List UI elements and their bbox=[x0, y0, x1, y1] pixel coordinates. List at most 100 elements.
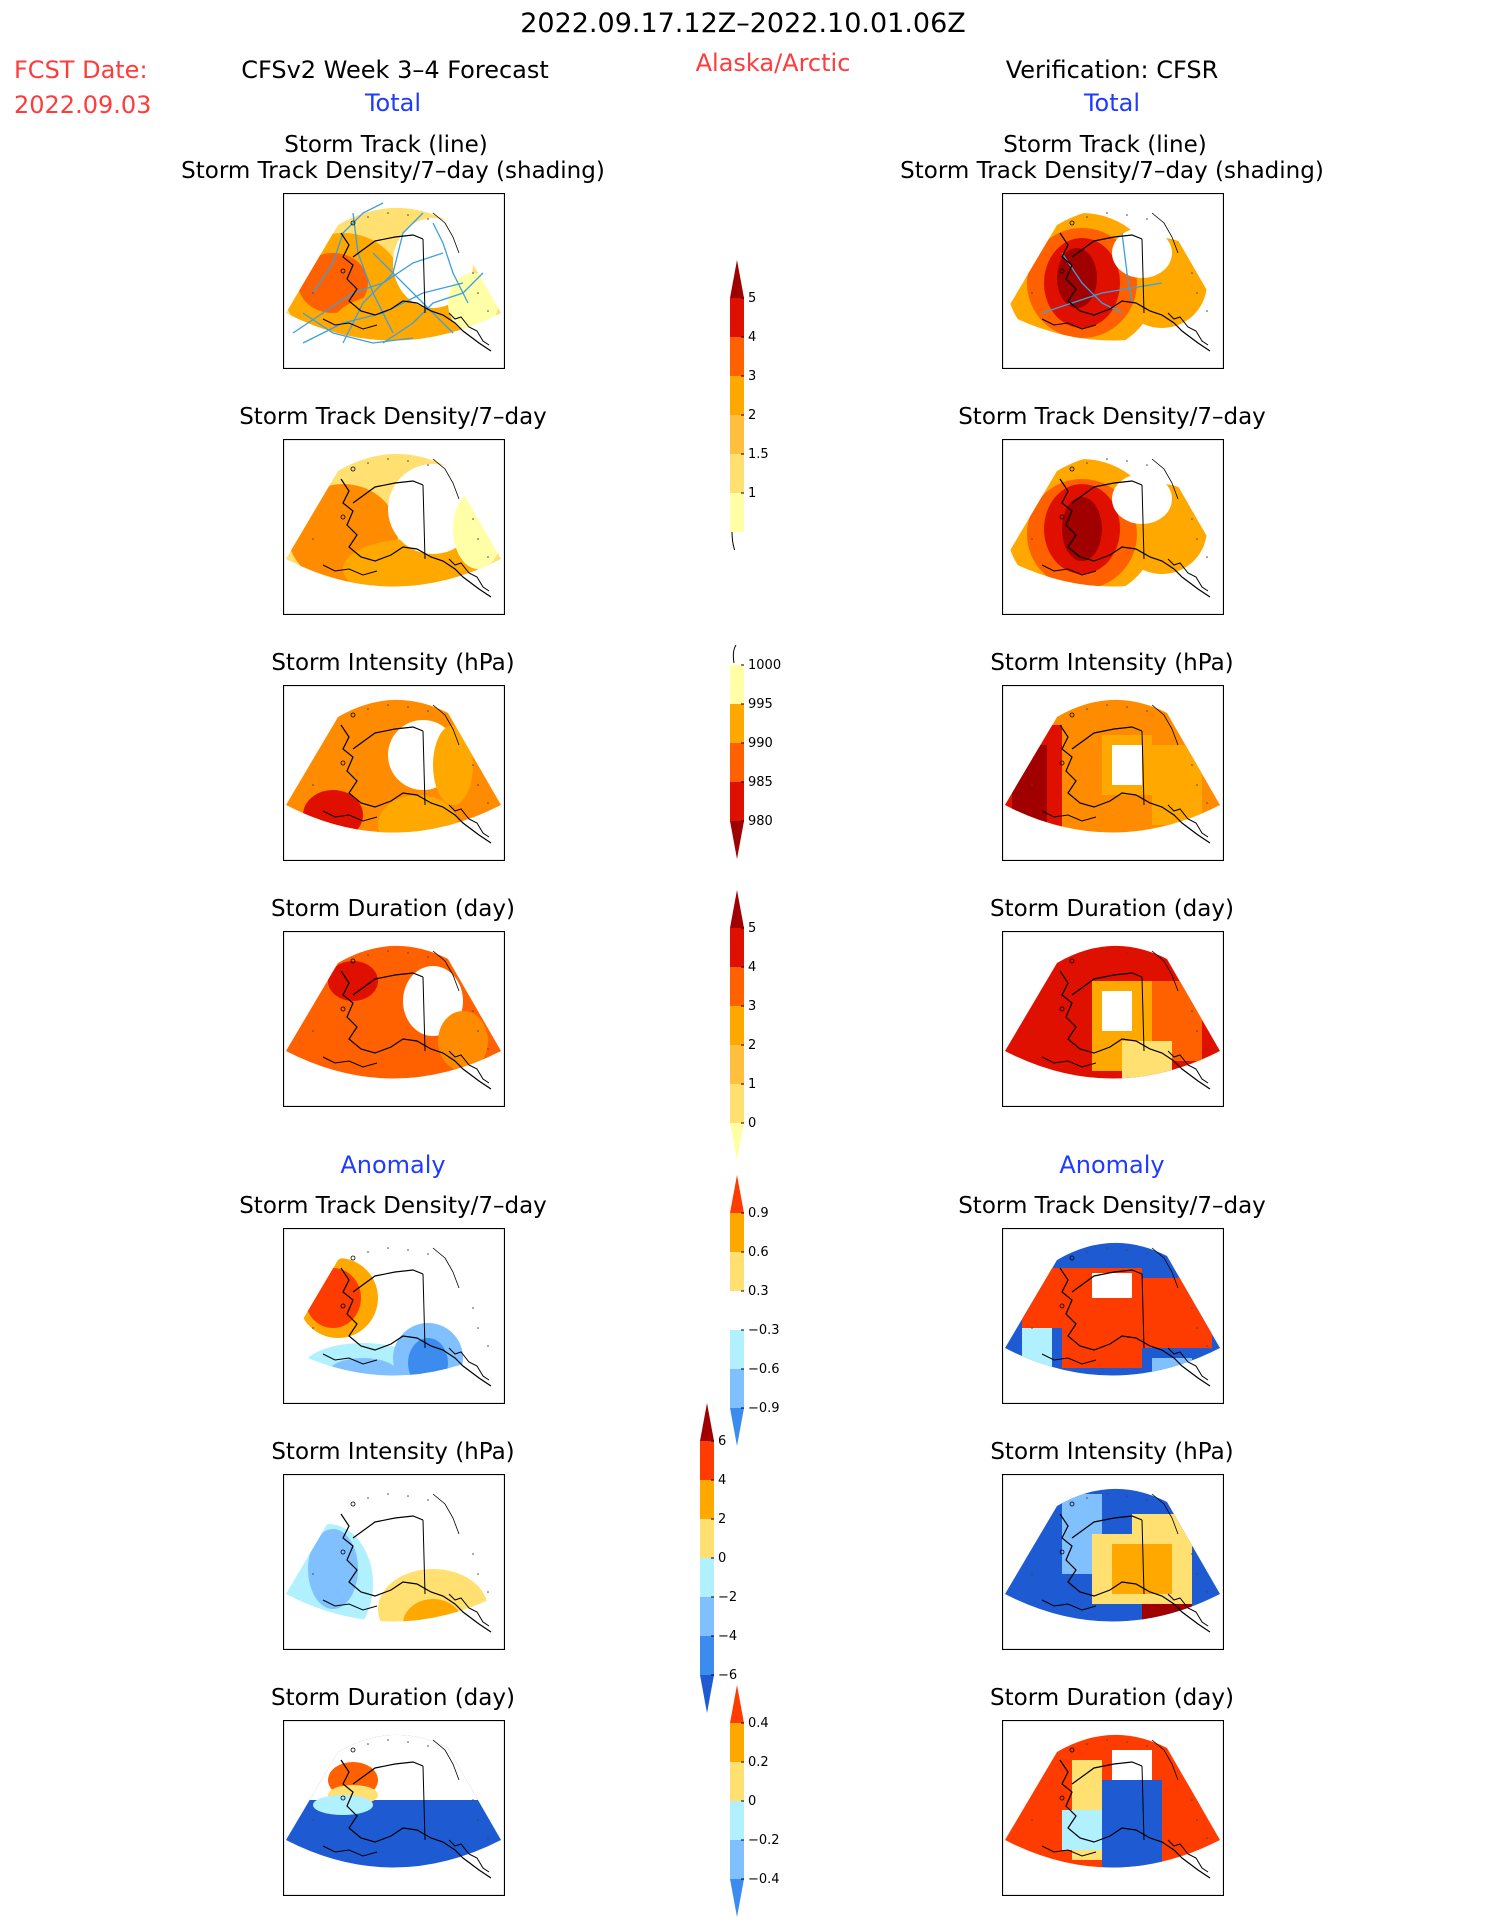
right-anom-intensity-title: Storm Intensity (hPa) bbox=[990, 1439, 1234, 1465]
colorbar-total-intensity-segment bbox=[730, 743, 744, 782]
left-anom-density-title: Storm Track Density/7–day bbox=[239, 1193, 547, 1219]
colorbar-anomaly-density-tick-label: 0.3 bbox=[748, 1284, 769, 1299]
colorbar-anomaly-intensity-segment bbox=[700, 1636, 714, 1675]
right-density-map bbox=[1002, 439, 1224, 615]
colorbar-anomaly-density-segment bbox=[730, 1252, 744, 1291]
colorbar-anomaly-density-segment bbox=[730, 1330, 744, 1369]
right-track-line-title: Storm Track (line) bbox=[1003, 132, 1207, 158]
colorbar-anomaly-intensity-segment bbox=[700, 1558, 714, 1597]
date-range-title: 2022.09.17.12Z–2022.10.01.06Z bbox=[520, 8, 966, 39]
left-anomaly-subtitle: Anomaly bbox=[340, 1151, 446, 1179]
colorbar-total-density-top-arrow bbox=[730, 260, 744, 298]
colorbar-total-intensity-tick-label: 985 bbox=[748, 775, 773, 790]
colorbar-anomaly-duration: 0.4 0.2 0 −0.2 −0.4 bbox=[730, 1685, 780, 1917]
colorbar-anomaly-density-top-arrow bbox=[730, 1175, 744, 1213]
colorbar-total-density-tick-label: 5 bbox=[748, 291, 756, 306]
colorbar-total-intensity: 1000 995 990 985 980 bbox=[730, 645, 781, 859]
left-storm-track-map bbox=[283, 193, 505, 369]
left-track-line-title: Storm Track (line) bbox=[284, 132, 488, 158]
left-track-shading-title: Storm Track Density/7–day (shading) bbox=[181, 158, 605, 184]
colorbar-total-intensity-tick-label: 1000 bbox=[748, 658, 781, 673]
region-title: Alaska/Arctic bbox=[695, 49, 851, 77]
colorbar-anomaly-duration-top-arrow bbox=[730, 1685, 744, 1723]
colorbar-total-density-segment bbox=[730, 298, 744, 337]
storm-track-lines bbox=[292, 202, 484, 344]
fcst-date-value: 2022.09.03 bbox=[14, 91, 152, 119]
colorbar-anomaly-duration-segment bbox=[730, 1801, 744, 1840]
colorbar-anomaly-density: 0.9 0.6 0.3 −0.3 −0.6 −0.9 bbox=[730, 1175, 780, 1446]
colorbar-total-duration-tick-label: 0 bbox=[748, 1116, 756, 1131]
colorbar-anomaly-density-segment bbox=[730, 1291, 744, 1330]
left-density-title: Storm Track Density/7–day bbox=[239, 404, 547, 430]
left-intensity-map bbox=[283, 685, 505, 861]
colorbar-total-density-segment bbox=[730, 454, 744, 493]
left-column-title: CFSv2 Week 3–4 Forecast bbox=[241, 56, 549, 84]
right-anomaly-subtitle: Anomaly bbox=[1059, 1151, 1165, 1179]
colorbar-total-density-segment bbox=[730, 493, 744, 532]
colorbar-anomaly-density-segment bbox=[730, 1213, 744, 1252]
colorbar-anomaly-intensity-tick-label: 0 bbox=[718, 1551, 726, 1566]
colorbar-anomaly-intensity-segment bbox=[700, 1480, 714, 1519]
colorbar-total-density-segment bbox=[730, 376, 744, 415]
colorbar-total-density-tick-label: 1.5 bbox=[748, 447, 769, 462]
right-intensity-map bbox=[1002, 685, 1224, 861]
colorbar-anomaly-intensity-tick-label: −6 bbox=[718, 1668, 737, 1683]
left-intensity-title: Storm Intensity (hPa) bbox=[271, 650, 515, 676]
colorbar-total-duration-segment bbox=[730, 1006, 744, 1045]
colorbar-anomaly-density-segment bbox=[730, 1369, 744, 1408]
colorbar-anomaly-duration-segment bbox=[730, 1840, 744, 1879]
colorbar-total-density: 1 1.5 2 3 4 5 bbox=[730, 260, 769, 550]
colorbar-anomaly-intensity-segment bbox=[700, 1597, 714, 1636]
colorbar-total-duration-tick-label: 4 bbox=[748, 960, 756, 975]
right-anom-duration-map bbox=[1002, 1720, 1224, 1896]
colorbar-anomaly-intensity-tick-label: 2 bbox=[718, 1512, 726, 1527]
colorbar-total-duration-segment bbox=[730, 1045, 744, 1084]
colorbar-anomaly-density-bottom-arrow bbox=[730, 1408, 744, 1446]
colorbar-anomaly-duration-tick-label: 0.2 bbox=[748, 1755, 769, 1770]
right-anom-intensity-map bbox=[1002, 1474, 1224, 1650]
colorbar-anomaly-intensity: 6 4 2 0 −2 −4 −6 bbox=[700, 1403, 737, 1713]
colorbar-anomaly-duration-segment bbox=[730, 1762, 744, 1801]
colorbar-total-intensity-bottom-arrow bbox=[730, 821, 744, 859]
right-column-title: Verification: CFSR bbox=[1005, 56, 1219, 84]
colorbar-anomaly-duration-tick-label: 0 bbox=[748, 1794, 756, 1809]
colorbar-anomaly-density-tick-label: −0.9 bbox=[748, 1401, 780, 1416]
colorbar-anomaly-intensity-tick-label: −4 bbox=[718, 1629, 737, 1644]
colorbar-total-duration-segment bbox=[730, 1084, 744, 1123]
right-storm-track-map bbox=[1002, 193, 1224, 369]
right-anom-density-title: Storm Track Density/7–day bbox=[958, 1193, 1266, 1219]
left-anom-intensity-map bbox=[283, 1474, 505, 1650]
colorbar-total-intensity-tick-label: 990 bbox=[748, 736, 773, 751]
colorbar-total-intensity-segment bbox=[730, 665, 744, 704]
colorbar-total-duration-segment bbox=[730, 928, 744, 967]
colorbar-anomaly-duration-tick-label: −0.4 bbox=[748, 1872, 780, 1887]
colorbar-total-duration-segment bbox=[730, 967, 744, 1006]
right-anom-density-map bbox=[1002, 1228, 1224, 1404]
colorbar-anomaly-intensity-bottom-arrow bbox=[700, 1675, 714, 1713]
colorbar-total-density-tick-label: 4 bbox=[748, 330, 756, 345]
colorbar-total-duration-bottom-arrow bbox=[730, 1123, 744, 1161]
colorbar-anomaly-intensity-top-arrow bbox=[700, 1403, 714, 1441]
colorbar-total-duration-tick-label: 1 bbox=[748, 1077, 756, 1092]
right-total-subtitle: Total bbox=[1083, 89, 1141, 117]
colorbar-total-density-tick-label: 3 bbox=[748, 369, 756, 384]
left-duration-map bbox=[283, 931, 505, 1107]
right-anom-duration-title: Storm Duration (day) bbox=[990, 1685, 1234, 1711]
colorbar-anomaly-duration-segment bbox=[730, 1723, 744, 1762]
colorbar-total-duration-tick-label: 2 bbox=[748, 1038, 756, 1053]
right-duration-map bbox=[1002, 931, 1224, 1107]
colorbar-total-intensity-segment bbox=[730, 782, 744, 821]
left-duration-title: Storm Duration (day) bbox=[271, 896, 515, 922]
right-duration-title: Storm Duration (day) bbox=[990, 896, 1234, 922]
colorbar-total-intensity-tick-label: 980 bbox=[748, 814, 773, 829]
colorbar-anomaly-duration-bottom-arrow bbox=[730, 1879, 744, 1917]
left-density-map bbox=[283, 439, 505, 615]
colorbar-total-intensity-tick-label: 995 bbox=[748, 697, 773, 712]
colorbar-total-density-segment bbox=[730, 415, 744, 454]
colorbar-total-intensity-segment bbox=[730, 704, 744, 743]
left-anom-intensity-title: Storm Intensity (hPa) bbox=[271, 1439, 515, 1465]
right-density-title: Storm Track Density/7–day bbox=[958, 404, 1266, 430]
colorbar-total-density-bottom-line bbox=[731, 531, 736, 550]
colorbar-anomaly-intensity-tick-label: 6 bbox=[718, 1434, 726, 1449]
colorbar-anomaly-density-tick-label: −0.6 bbox=[748, 1362, 780, 1377]
